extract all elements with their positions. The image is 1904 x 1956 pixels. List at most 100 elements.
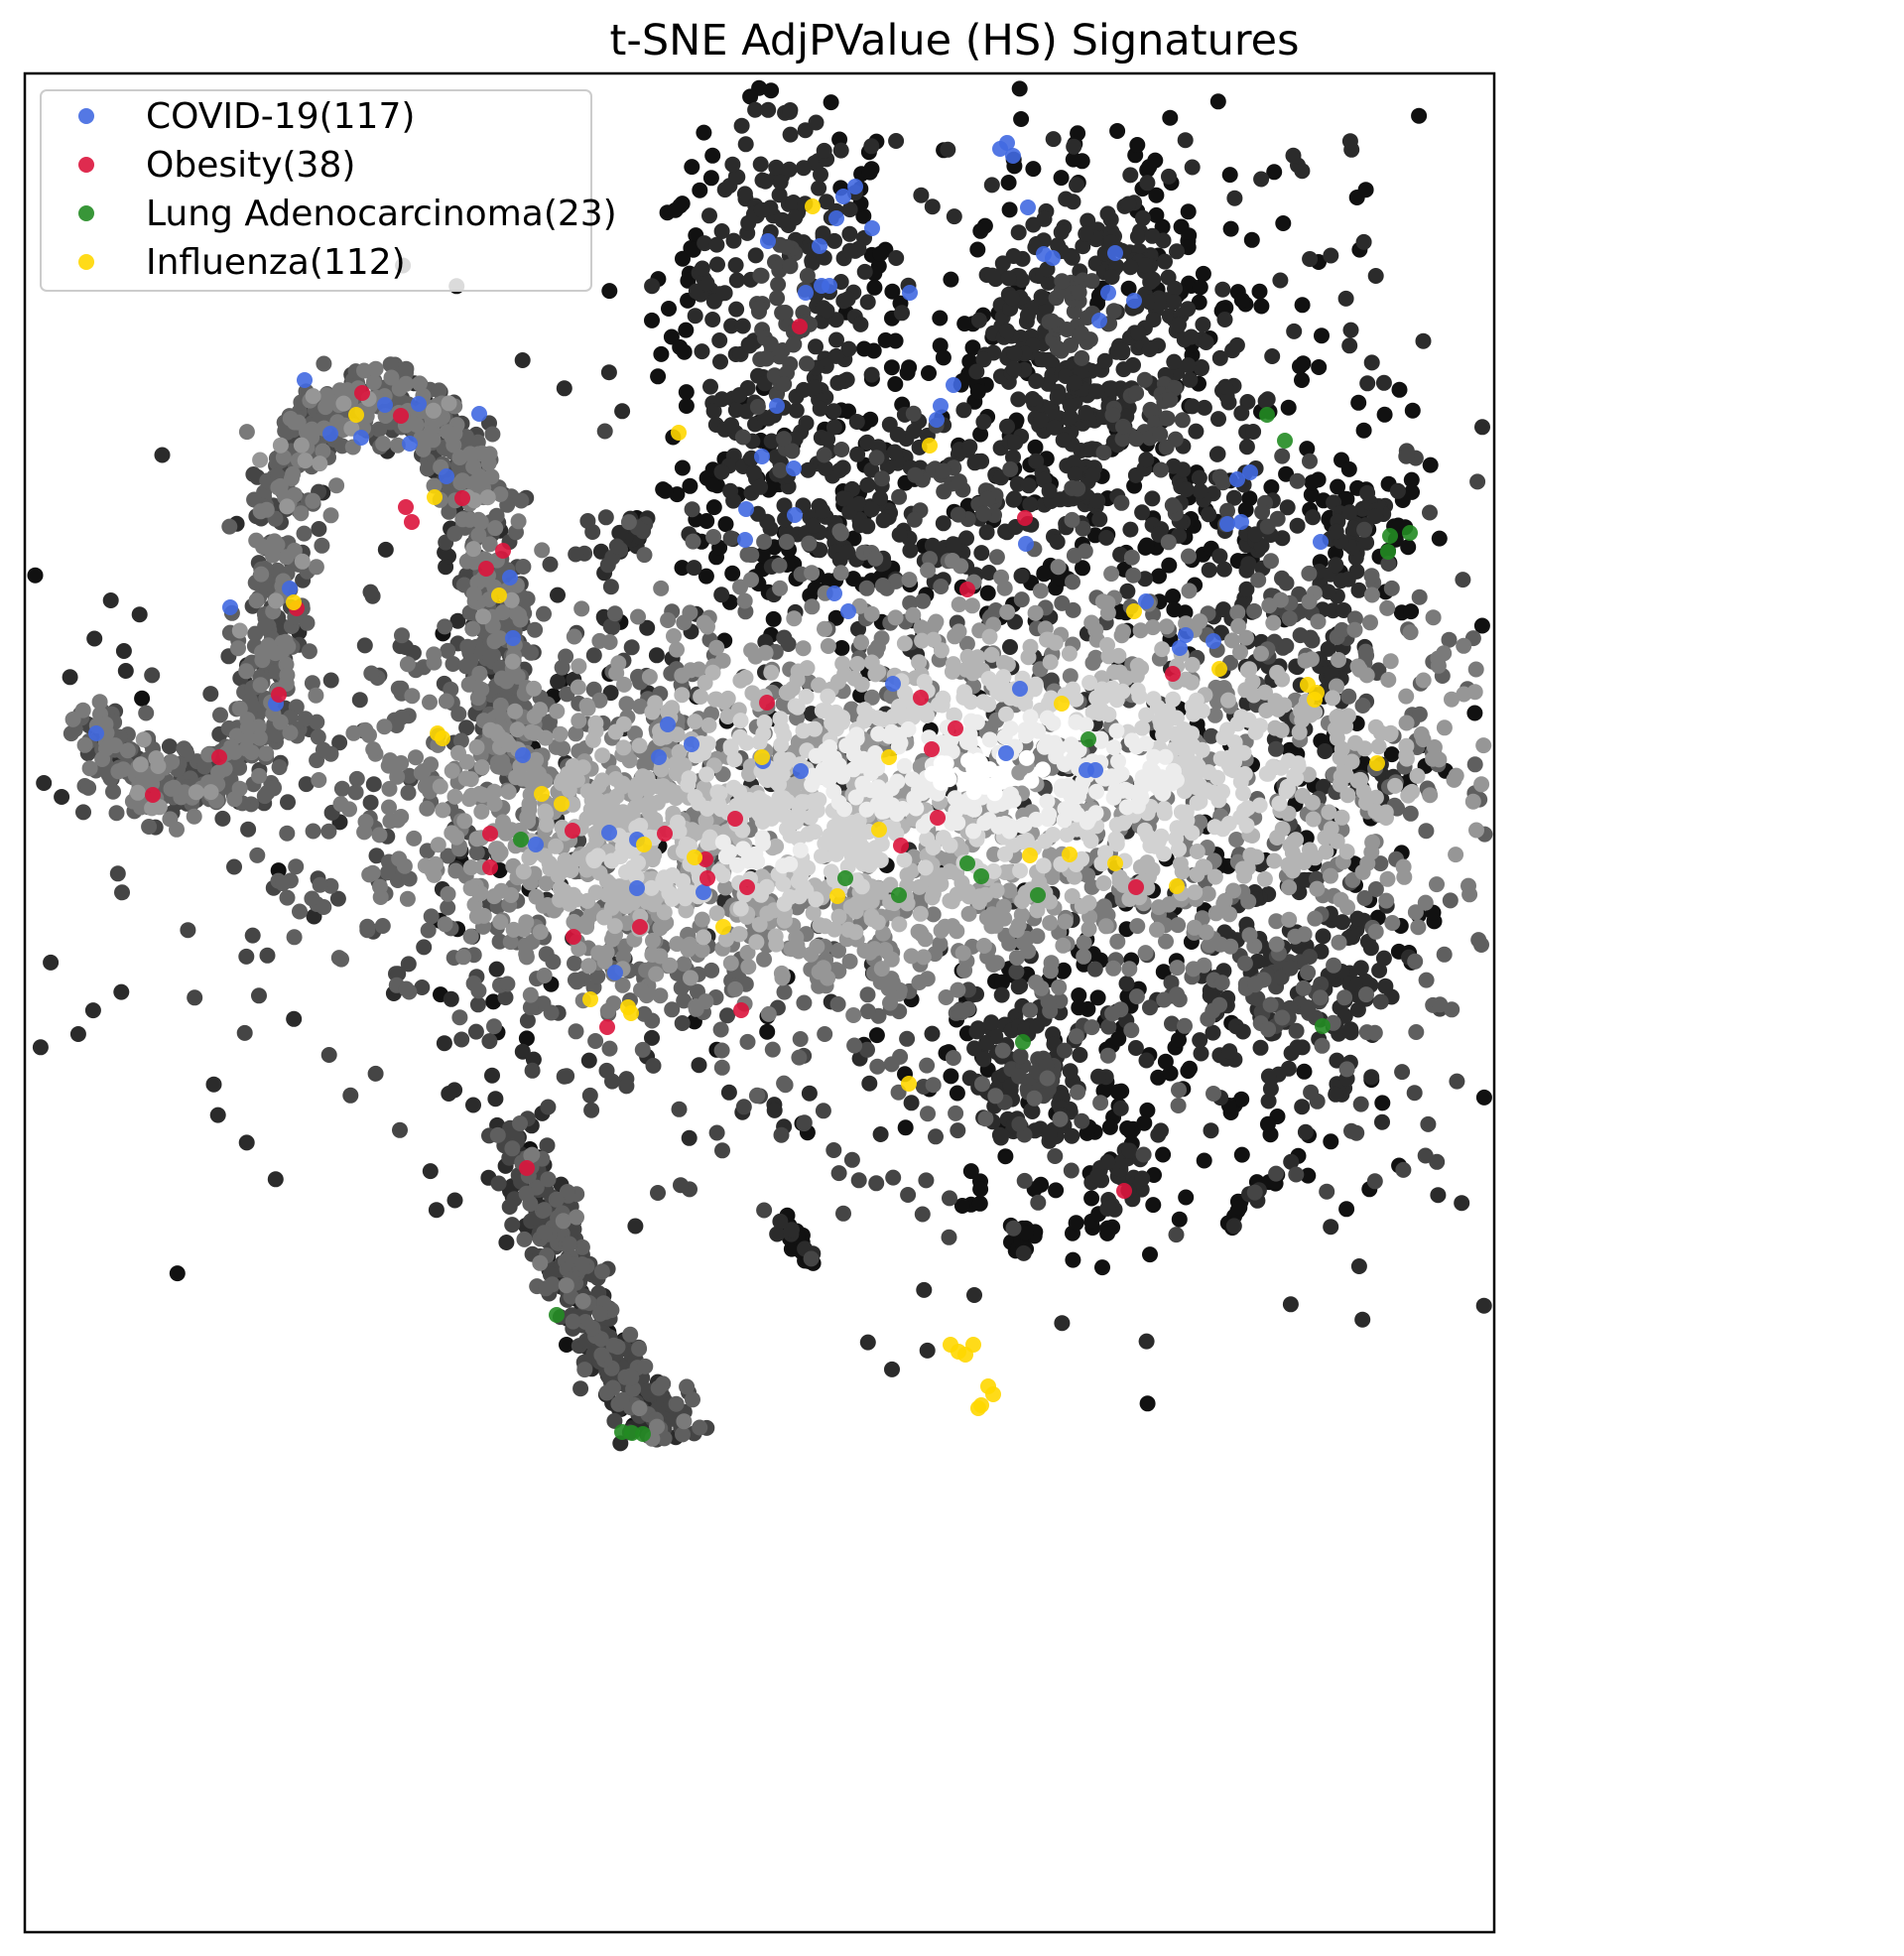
background-point <box>214 810 231 827</box>
background-point <box>719 1007 735 1024</box>
background-point <box>518 1030 535 1047</box>
background-point <box>785 195 802 210</box>
background-point <box>676 343 693 360</box>
background-point <box>728 301 745 318</box>
background-point <box>1180 301 1197 318</box>
background-point <box>1216 312 1233 327</box>
background-point <box>863 366 880 383</box>
background-point <box>550 673 567 690</box>
background-point <box>841 225 858 242</box>
background-point <box>1375 950 1392 967</box>
background-point <box>1238 581 1255 597</box>
background-point <box>345 724 362 741</box>
background-point <box>972 1181 989 1198</box>
background-point <box>1169 243 1185 260</box>
background-point <box>884 283 901 300</box>
background-point <box>674 1015 691 1031</box>
background-point <box>1119 1120 1136 1136</box>
background-point <box>843 1151 860 1168</box>
background-point <box>1297 1123 1314 1140</box>
background-point <box>676 956 693 973</box>
background-point <box>888 250 905 266</box>
background-point <box>558 648 574 665</box>
background-point <box>1233 405 1250 422</box>
background-point <box>1217 378 1234 395</box>
background-point <box>86 630 103 647</box>
background-point <box>1330 478 1346 495</box>
background-point <box>542 556 559 573</box>
background-point <box>1328 545 1344 562</box>
background-point <box>1466 756 1483 773</box>
background-point <box>863 461 880 478</box>
background-point <box>398 980 415 997</box>
background-point <box>311 772 327 788</box>
background-point <box>259 784 276 801</box>
background-point <box>569 974 585 990</box>
background-point <box>889 426 906 443</box>
background-point <box>440 899 456 916</box>
background-point <box>1078 405 1094 421</box>
background-point <box>169 1265 186 1282</box>
background-point <box>468 845 485 861</box>
background-point <box>161 738 178 755</box>
background-point <box>782 102 799 118</box>
background-point <box>504 1217 521 1234</box>
background-point <box>288 858 305 875</box>
background-point <box>804 255 821 271</box>
background-point <box>1177 132 1194 149</box>
background-point <box>538 1280 555 1297</box>
background-point <box>377 541 394 558</box>
background-point <box>1115 361 1132 378</box>
background-point <box>1160 534 1177 551</box>
background-point <box>1418 972 1435 988</box>
background-point <box>484 1067 500 1084</box>
background-point <box>1279 499 1296 516</box>
background-point <box>1005 1220 1022 1237</box>
background-point <box>1016 1172 1033 1189</box>
background-point <box>972 426 989 443</box>
background-point <box>979 585 996 601</box>
background-point <box>972 222 989 239</box>
background-point <box>518 946 535 963</box>
background-point <box>816 447 832 463</box>
background-point <box>883 359 900 376</box>
background-point <box>489 1126 506 1143</box>
background-point <box>704 147 721 164</box>
background-point <box>1323 247 1339 264</box>
background-point <box>1110 1030 1127 1047</box>
background-point <box>308 687 324 704</box>
background-point <box>1192 1032 1208 1049</box>
background-point <box>1121 1142 1138 1159</box>
background-point <box>347 784 364 801</box>
background-point <box>1295 979 1312 996</box>
background-point <box>996 580 1013 596</box>
background-point <box>1246 1184 1263 1201</box>
background-point <box>1169 960 1186 977</box>
background-point <box>1461 886 1478 903</box>
background-point <box>1049 339 1066 356</box>
background-point <box>593 1347 610 1364</box>
background-point <box>796 994 813 1011</box>
background-point <box>756 951 772 968</box>
background-point <box>712 1021 729 1038</box>
background-point <box>863 501 880 518</box>
background-point <box>1157 253 1173 270</box>
background-point <box>1193 359 1209 375</box>
background-point <box>253 566 270 583</box>
background-point <box>1142 339 1159 356</box>
background-point <box>1181 583 1198 599</box>
background-point <box>696 124 712 141</box>
background-point <box>918 1172 935 1189</box>
background-point <box>1266 164 1283 181</box>
background-point <box>933 579 950 594</box>
background-point <box>522 986 539 1003</box>
background-point <box>1403 603 1420 620</box>
background-point <box>859 986 876 1003</box>
background-point <box>1171 1031 1187 1048</box>
background-point <box>867 550 884 567</box>
background-point <box>920 562 937 579</box>
background-point <box>771 557 788 574</box>
background-point <box>371 827 388 844</box>
background-point <box>1013 591 1030 608</box>
background-point <box>451 1009 468 1026</box>
